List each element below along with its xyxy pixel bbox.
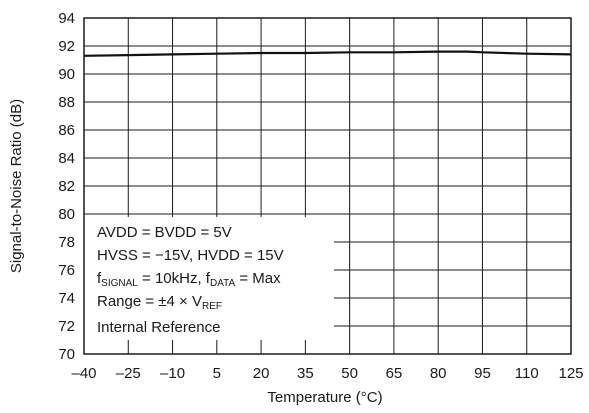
y-tick-label: 74: [58, 290, 75, 307]
y-tick-label: 76: [58, 262, 75, 279]
snr-series-line: [83, 50, 572, 57]
y-tick-label: 86: [58, 122, 75, 139]
y-tick-label: 94: [58, 10, 75, 27]
annotation-line-4: Range = ±4 × VREF: [97, 293, 222, 312]
y-tick-label: 90: [58, 66, 75, 83]
y-tick-label: 84: [58, 150, 75, 167]
x-tick-label: –10: [160, 365, 185, 382]
y-tick-label: 82: [58, 178, 75, 195]
y-tick-label: 92: [58, 38, 75, 55]
annotation-box: [84, 217, 334, 340]
x-tick-label: –40: [71, 365, 96, 382]
x-tick-label: –25: [116, 365, 141, 382]
x-tick-label: 95: [474, 365, 491, 382]
x-tick-label: 125: [558, 365, 583, 382]
annotation-line-4-sub: REF: [202, 301, 222, 312]
y-axis-label: Signal-to-Noise Ratio (dB): [8, 99, 25, 273]
y-tick-label: 88: [58, 94, 75, 111]
annotation-line-3-sub2: DATA: [210, 278, 236, 289]
x-axis-label: Temperature (°C): [267, 389, 382, 406]
annotation-line-5: Internal Reference: [97, 319, 220, 336]
x-tick-label: 80: [430, 365, 447, 382]
series-group: [83, 50, 572, 57]
annotation-line-1: AVDD = BVDD = 5V: [97, 224, 232, 241]
x-tick-label: 50: [341, 365, 358, 382]
annotation-line-3-sub1: SIGNAL: [101, 278, 138, 289]
y-tick-labels: 70 72 74 76 78 80 82 84 86 88 90 92 94: [58, 10, 75, 363]
x-tick-label: 20: [253, 365, 270, 382]
annotation-line-3-f1: f: [97, 270, 102, 287]
y-tick-label: 80: [58, 206, 75, 223]
x-tick-label: 35: [297, 365, 314, 382]
annotation-line-3: fSIGNAL = 10kHz, fDATA = Max: [97, 270, 281, 289]
x-tick-label: 5: [213, 365, 221, 382]
y-tick-label: 70: [58, 346, 75, 363]
plot-frame: [83, 17, 572, 355]
y-tick-label: 72: [58, 318, 75, 335]
x-tick-label: 110: [515, 365, 539, 382]
y-tick-label: 78: [58, 234, 75, 251]
annotation-line-2: HVSS = −15V, HVDD = 15V: [97, 247, 284, 264]
annotation-line-3-end: = Max: [235, 270, 281, 287]
x-tick-label: 65: [386, 365, 403, 382]
x-tick-labels: –40 –25 –10 5 20 35 50 65 80 95 110 125: [71, 365, 583, 382]
annotation-line-3-mid: = 10kHz, f: [138, 270, 211, 287]
annotation-line-4-main: Range = ±4 × V: [97, 293, 202, 310]
